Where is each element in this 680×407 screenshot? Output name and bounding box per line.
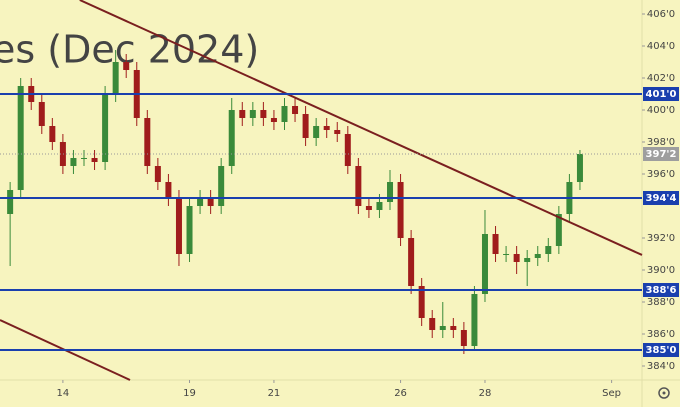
y-tick-label: 386'0 [647, 329, 675, 340]
candle-body [376, 202, 383, 210]
candle-body [503, 254, 510, 255]
candle-body [545, 246, 552, 254]
candle-body [397, 182, 404, 238]
candle-body [91, 158, 98, 162]
candle-body [7, 190, 14, 214]
y-tick-label: 390'0 [647, 265, 675, 276]
candle-body [344, 134, 351, 166]
level-box [643, 87, 679, 101]
candle-body [408, 238, 415, 286]
y-tick-label: 384'0 [647, 361, 675, 372]
x-tick-label: 26 [394, 388, 407, 399]
candle-body [302, 114, 309, 138]
candle-body [249, 110, 256, 118]
candle-body [450, 326, 457, 330]
level-label: 385'0 [646, 345, 677, 356]
level-label: 388'6 [646, 285, 677, 296]
candle-body [112, 62, 119, 94]
y-tick-label: 402'0 [647, 73, 675, 84]
candle-body [102, 94, 109, 162]
candle-body [387, 182, 394, 202]
level-box [643, 191, 679, 205]
candle-body [59, 142, 66, 166]
candle-body [239, 110, 246, 118]
x-tick-label: 19 [183, 388, 196, 399]
candle-body [292, 106, 299, 114]
level-label: 394'4 [646, 193, 677, 204]
candle-body [439, 326, 446, 330]
x-tick-label: 14 [57, 388, 70, 399]
candle-body [576, 154, 583, 182]
candle-body [38, 102, 45, 126]
current-price-box [643, 147, 679, 161]
candle-body [429, 318, 436, 330]
candle-body [323, 126, 330, 130]
candle-body [313, 126, 320, 138]
candle-body [524, 258, 531, 262]
settings-icon[interactable] [658, 387, 670, 399]
candle-body [270, 118, 277, 122]
current-price-label: 397'2 [646, 149, 677, 160]
x-tick-label: 21 [268, 388, 281, 399]
candle-body [218, 166, 225, 206]
x-tick-label: Sep [602, 388, 621, 399]
candle-body [334, 130, 341, 134]
candle-body [123, 62, 130, 70]
candle-body [471, 294, 478, 346]
candle-body [197, 198, 204, 206]
y-tick-label: 406'0 [647, 9, 675, 20]
level-box [643, 283, 679, 297]
y-tick-label: 404'0 [647, 41, 675, 52]
candle-body [207, 198, 214, 206]
candle-body [481, 234, 488, 294]
y-tick-label: 396'0 [647, 169, 675, 180]
candle-body [534, 254, 541, 258]
candle-body [49, 126, 56, 142]
candle-body [281, 106, 288, 122]
level-label: 401'0 [646, 89, 677, 100]
candle-body [492, 234, 499, 254]
level-box [643, 343, 679, 357]
y-tick-label: 398'0 [647, 137, 675, 148]
candle-body [365, 206, 372, 210]
candle-body [260, 110, 267, 118]
y-tick-label: 392'0 [647, 233, 675, 244]
candle-body [460, 330, 467, 346]
candle-body [154, 166, 161, 182]
candle-body [418, 286, 425, 318]
watermark: es (Dec 2024) [0, 28, 259, 72]
candle-body [70, 158, 77, 166]
candle-body [17, 86, 24, 190]
y-tick-label: 388'0 [647, 297, 675, 308]
candle-body [228, 110, 235, 166]
candle-body [144, 118, 151, 166]
candle-body [355, 166, 362, 206]
candle-body [80, 158, 87, 159]
y-tick-label: 400'0 [647, 105, 675, 116]
x-tick-label: 28 [479, 388, 492, 399]
candle-body [186, 206, 193, 254]
candle-body [175, 198, 182, 254]
trendline [79, 0, 643, 256]
candle-body [513, 254, 520, 262]
candle-body [555, 214, 562, 246]
candle-body [165, 182, 172, 198]
